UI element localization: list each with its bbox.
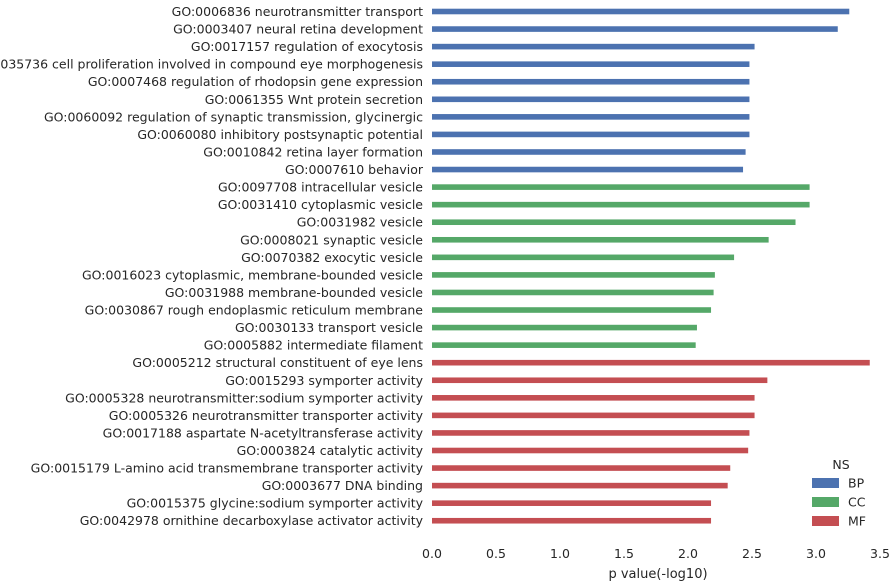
category-label: GO:0015179 L-amino acid transmembrane tr… [31, 461, 424, 476]
legend-swatch [812, 516, 839, 526]
category-label: GO:0005882 intermediate filament [204, 338, 423, 353]
category-label: GO:0017188 aspartate N-acetyltransferase… [103, 425, 424, 440]
category-label: GO:0007610 behavior [285, 162, 424, 177]
x-tick-label: 3.0 [806, 546, 826, 561]
category-label: GO:0015293 symporter activity [225, 373, 423, 388]
bar [432, 254, 735, 261]
category-label: GO:0016023 cytoplasmic, membrane-bounded… [82, 267, 423, 282]
legend-swatch [812, 497, 839, 507]
bar [432, 43, 755, 50]
bar [432, 184, 810, 190]
category-label: GO:0061355 Wnt protein secretion [205, 92, 423, 107]
x-tick-label: 2.5 [742, 546, 762, 561]
x-tick-label: 0.0 [422, 546, 442, 561]
bar [432, 166, 744, 173]
category-label: GO:0008021 synaptic vesicle [240, 232, 423, 247]
category-label: GO:0017157 regulation of exocytosis [191, 39, 423, 54]
category-label: GO:0006836 neurotransmitter transport [172, 4, 423, 19]
bar [432, 395, 755, 401]
category-label: GO:0007468 regulation of rhodopsin gene … [88, 74, 423, 89]
bar [432, 149, 746, 155]
legend-title: NS [832, 457, 849, 472]
bar [432, 500, 712, 506]
category-label: GO:0003677 DNA binding [262, 478, 423, 493]
bar [432, 289, 714, 296]
bar [432, 236, 769, 243]
category-label: GO:0030867 rough endoplasmic reticulum m… [85, 303, 424, 318]
bar [432, 430, 750, 436]
legend: NS BP CC MF [812, 457, 866, 529]
x-tick-label: 1.0 [550, 546, 570, 561]
bar [432, 324, 697, 331]
bar [432, 219, 796, 226]
category-label: GO:0005212 structural constituent of eye… [132, 355, 423, 370]
category-label: GO:0010842 retina layer formation [203, 144, 423, 159]
bar [432, 517, 712, 524]
category-label: GO:0060080 inhibitory postsynaptic poten… [137, 127, 423, 142]
bar [432, 377, 768, 384]
category-label: GO:0031988 membrane-bounded vesicle [165, 285, 423, 300]
bar [432, 61, 750, 67]
bar [432, 78, 750, 85]
category-labels-group: GO:0006836 neurotransmitter transport GO:… [0, 4, 424, 528]
bar [432, 96, 750, 103]
legend-entries-group: BP CC MF [812, 476, 866, 529]
category-label: GO:0003407 neural retina development [173, 22, 423, 37]
category-label: GO:0015375 glycine:sodium symporter acti… [127, 496, 424, 511]
legend-label: BP [848, 476, 865, 491]
bar [432, 272, 715, 278]
x-axis-ticks-group: 0.0 0.5 1.0 1.5 2.0 2.5 3.0 3.5 [422, 546, 890, 561]
legend-label: MF [848, 514, 866, 529]
bar [432, 342, 696, 348]
category-label: GO:0035736 cell proliferation involved i… [0, 57, 423, 72]
bar [432, 359, 870, 366]
bar [432, 447, 749, 454]
category-label: GO:0060092 regulation of synaptic transm… [44, 109, 423, 124]
bar [432, 114, 750, 120]
category-label: GO:0097708 intracellular vesicle [218, 180, 423, 195]
category-label: GO:0003824 catalytic activity [237, 443, 424, 458]
bar [432, 26, 838, 32]
legend-label: CC [848, 495, 866, 510]
x-tick-label: 0.5 [486, 546, 506, 561]
bar [432, 412, 755, 419]
x-tick-label: 2.0 [678, 546, 698, 561]
bar [432, 8, 850, 15]
bar [432, 465, 731, 471]
x-axis-label: p value(-log10) [608, 567, 707, 582]
x-tick-label: 1.5 [614, 546, 634, 561]
x-tick-label: 3.5 [870, 546, 890, 561]
category-label: GO:0042978 ornithine decarboxylase activ… [80, 513, 424, 528]
bar [432, 307, 712, 313]
bar [432, 201, 810, 208]
bar [432, 131, 750, 138]
category-label: GO:0070382 exocytic vesicle [241, 250, 423, 265]
category-label: GO:0005326 neurotransmitter transporter … [109, 408, 424, 423]
category-label: GO:0031410 cytoplasmic vesicle [218, 197, 423, 212]
category-label: GO:0030133 transport vesicle [235, 320, 423, 335]
category-label: GO:0031982 vesicle [297, 215, 424, 230]
category-label: GO:0005328 neurotransmitter:sodium sympo… [65, 390, 423, 405]
bars-group [432, 8, 870, 524]
legend-swatch [812, 478, 839, 488]
bar [432, 482, 728, 489]
